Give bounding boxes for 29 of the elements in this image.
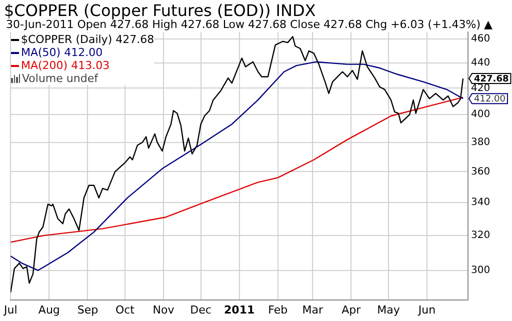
x-tick-label: Feb [268,303,288,316]
x-tick-label: May [377,303,400,316]
y-tick-label: 300 [471,264,490,276]
y-tick-label: 320 [471,230,490,242]
y-tick-label: 460 [471,34,490,45]
y-tick-label: 340 [471,197,490,208]
x-tick-label: Apr [342,303,362,316]
chart-subtitle: 30-Jun-2011 Open 427.68 High 427.68 Low 427.68 Close 427.68 Chg +6.03 (+1.43%) ▲ [6,18,492,31]
y-tick-label: 400 [471,109,490,120]
x-tick-label: Jul [2,303,18,316]
x-tick-label: Mar [302,303,324,316]
x-tick-label: Nov [152,303,175,316]
y-tick-label: 360 [471,166,490,178]
x-tick-label: Sep [77,303,98,316]
legend-label: $COPPER (Daily) 427.68 [20,33,154,46]
chart-title: $COPPER (Copper Futures (EOD)) INDX [4,1,316,20]
x-tick-label: Jun [417,303,436,316]
y-tick-label: 420 [471,82,490,94]
legend-label: MA(200) 413.03 [20,59,111,72]
annotation: 412.00 [474,94,506,104]
annotation: Volume undef [21,72,100,85]
x-tick-label: Aug [38,303,60,316]
legend-label: MA(50) 412.00 [20,46,104,59]
x-tick-label: Dec [190,303,212,316]
x-tick-label: Oct [115,303,136,316]
y-tick-label: 440 [471,58,490,69]
y-tick-label: 380 [471,137,490,148]
annotation: 427.68 [474,74,509,84]
x-tick-label: 2011 [224,303,255,316]
